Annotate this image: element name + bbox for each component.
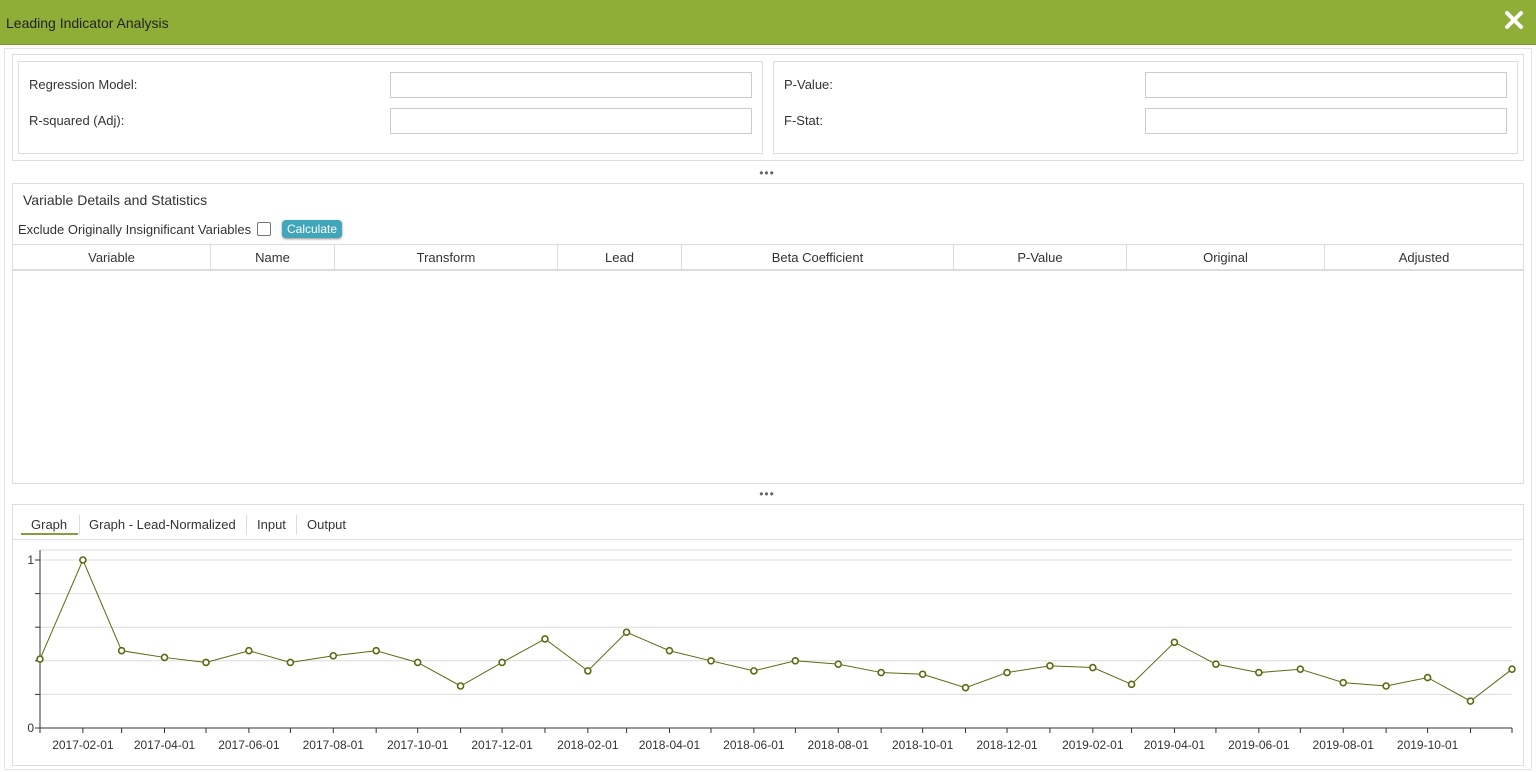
y-tick-label: 0 xyxy=(27,721,34,735)
data-point xyxy=(918,670,927,679)
close-icon[interactable] xyxy=(1504,9,1524,31)
data-point xyxy=(329,651,338,660)
data-point xyxy=(372,646,380,655)
tab-input[interactable]: Input xyxy=(257,517,286,532)
data-point xyxy=(1046,662,1054,670)
data-point xyxy=(1466,697,1475,705)
data-point xyxy=(1212,660,1220,668)
r-squared-field[interactable] xyxy=(390,108,752,134)
tab-divider xyxy=(296,515,297,535)
tab-divider xyxy=(246,515,247,535)
splitter-handle-top[interactable]: ••• xyxy=(759,166,775,180)
data-point xyxy=(160,653,169,662)
data-point xyxy=(961,683,970,692)
column-header-lead[interactable]: Lead xyxy=(558,245,682,270)
data-point xyxy=(1089,663,1097,672)
data-point xyxy=(1255,668,1263,677)
tab-divider xyxy=(79,515,80,535)
x-tick-label: 2019-02-01 xyxy=(1062,738,1124,752)
tab-graph-lead-normalized[interactable]: Graph - Lead-Normalized xyxy=(89,517,236,532)
x-tick-label: 2017-12-01 xyxy=(471,738,533,752)
data-point xyxy=(1339,678,1348,687)
data-point xyxy=(36,655,44,663)
f-stat-label: F-Stat: xyxy=(784,113,824,128)
line-chart: 1 0 2017-02-01 2017-04-01 2017-06-01 2017-08-… xyxy=(27,549,1516,752)
stats-section xyxy=(12,54,1524,161)
x-tick-label: 2017-02-01 xyxy=(52,738,114,752)
data-point xyxy=(584,667,592,675)
variable-details-panel xyxy=(12,183,1524,484)
data-point xyxy=(541,635,549,643)
data-point xyxy=(79,556,87,564)
variable-details-title: Variable Details and Statistics xyxy=(23,192,208,208)
data-point xyxy=(1003,668,1011,677)
data-point xyxy=(834,660,843,668)
data-point xyxy=(791,657,800,665)
window-titlebar: Leading Indicator Analysis xyxy=(0,0,1536,45)
data-point xyxy=(498,658,506,667)
x-tick-label: 2018-06-01 xyxy=(723,738,785,752)
model-stats-box xyxy=(18,61,763,154)
p-value-label: P-Value: xyxy=(784,77,833,92)
p-value-field[interactable] xyxy=(1145,72,1507,98)
x-tick-label: 2019-04-01 xyxy=(1144,738,1206,752)
data-point xyxy=(1170,638,1179,647)
f-stat-field[interactable] xyxy=(1145,108,1507,134)
data-point xyxy=(1508,665,1516,673)
data-point xyxy=(245,646,253,655)
data-point xyxy=(117,646,126,655)
exclude-insignificant-checkbox[interactable] xyxy=(257,222,271,236)
x-tick-label: 2018-04-01 xyxy=(639,738,701,752)
dialog-body xyxy=(4,48,1532,770)
tab-graph[interactable]: Graph xyxy=(31,517,68,532)
data-point xyxy=(286,658,295,667)
column-header-adjusted[interactable]: Adjusted xyxy=(1398,250,1450,265)
column-header-variable[interactable]: Variable xyxy=(13,245,211,270)
x-tick-label: 2018-12-01 xyxy=(976,738,1038,752)
data-point xyxy=(202,658,210,667)
data-point xyxy=(665,646,674,655)
x-tick-label: 2017-06-01 xyxy=(218,738,280,752)
graph-panel xyxy=(12,504,1524,766)
variables-table-header: Variable Name Transform Lead Beta Coeffi… xyxy=(13,244,1523,271)
data-point xyxy=(1382,682,1390,690)
column-header-name[interactable]: Name xyxy=(211,245,335,270)
column-header-original[interactable]: Original xyxy=(1127,245,1325,270)
y-tick-label: 1 xyxy=(27,553,34,567)
x-tick-label: 2019-06-01 xyxy=(1228,738,1290,752)
regression-model-field[interactable] xyxy=(390,72,752,98)
exclude-insignificant-label: Exclude Originally Insignificant Variabl… xyxy=(18,222,252,237)
r-squared-label: R-squared (Adj): xyxy=(29,113,125,128)
data-point xyxy=(707,657,715,665)
x-tick-label: 2017-08-01 xyxy=(303,738,365,752)
window-title: Leading Indicator Analysis xyxy=(6,15,169,31)
data-point xyxy=(1423,673,1432,682)
x-tick-label: 2019-10-01 xyxy=(1397,738,1459,752)
test-stats-box xyxy=(773,61,1518,154)
data-point xyxy=(877,668,885,677)
column-header-beta-coefficient[interactable]: Beta Coefficient xyxy=(682,245,954,270)
data-point xyxy=(1296,665,1305,673)
calculate-button[interactable]: Calculate xyxy=(282,220,342,238)
data-point xyxy=(456,682,465,690)
data-point xyxy=(413,658,422,667)
data-point xyxy=(622,628,631,637)
x-tick-label: 2018-10-01 xyxy=(892,738,954,752)
splitter-handle-bottom[interactable]: ••• xyxy=(759,487,775,501)
regression-model-label: Regression Model: xyxy=(29,77,138,92)
tabs-underline xyxy=(13,539,1523,540)
column-header-p-value[interactable]: P-Value xyxy=(954,245,1127,270)
tab-output[interactable]: Output xyxy=(307,517,347,532)
x-tick-label: 2017-10-01 xyxy=(387,738,449,752)
data-point xyxy=(750,667,758,675)
data-point xyxy=(1127,680,1136,689)
active-tab-indicator xyxy=(21,533,78,535)
x-tick-label: 2019-08-01 xyxy=(1313,738,1375,752)
series-line xyxy=(39,558,1513,702)
column-header-transform[interactable]: Transform xyxy=(335,245,558,270)
x-tick-label: 2017-04-01 xyxy=(134,738,196,752)
x-tick-label: 2018-02-01 xyxy=(557,738,619,752)
x-tick-label: 2018-08-01 xyxy=(808,738,870,752)
